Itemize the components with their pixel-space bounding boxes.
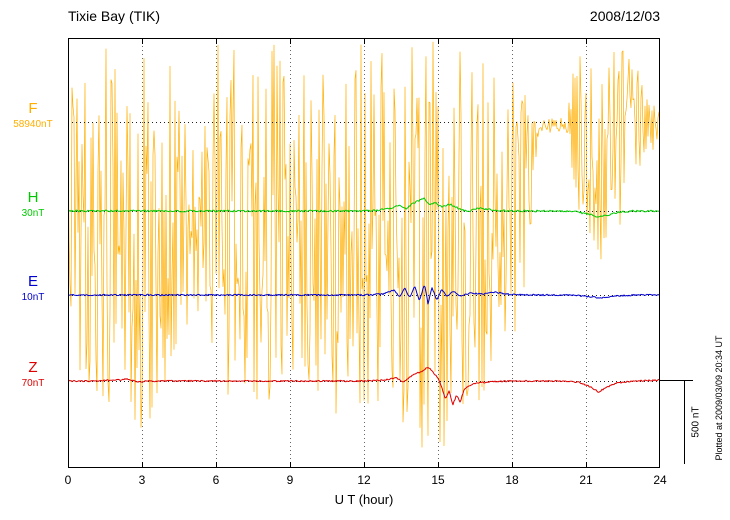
series-label-e: E 10nT xyxy=(2,274,64,303)
series-name-f: F xyxy=(28,100,38,117)
series-baseline-f: 58940nT xyxy=(13,119,53,130)
trace-Z xyxy=(68,367,660,406)
x-tick-label: 9 xyxy=(286,473,294,487)
series-name-h: H xyxy=(27,189,39,206)
plotted-at-note: Plotted at 2009/03/09 20:34 UT xyxy=(714,335,724,461)
series-baseline-z: 70nT xyxy=(21,378,45,389)
series-label-h: H 30nT xyxy=(2,190,64,219)
series-label-z: Z 70nT xyxy=(2,360,64,389)
scale-bar xyxy=(684,380,685,464)
series-baseline-h: 30nT xyxy=(21,208,45,219)
x-tick-label: 0 xyxy=(64,473,72,487)
plot-frame xyxy=(68,38,660,468)
x-tick-label: 6 xyxy=(212,473,220,487)
station-title: Tixie Bay (TIK) xyxy=(68,8,161,24)
series-baseline-e: 10nT xyxy=(21,292,45,303)
x-tick-label: 21 xyxy=(579,473,593,487)
series-label-f: F 58940nT xyxy=(2,101,64,130)
x-tick-label: 15 xyxy=(431,473,445,487)
trace-F xyxy=(68,41,660,448)
scale-bar-label: 500 nT xyxy=(690,406,702,438)
x-axis-label: U T (hour) xyxy=(334,492,394,507)
x-tick-label: 18 xyxy=(505,473,519,487)
series-name-e: E xyxy=(27,273,38,290)
plot-date: 2008/12/03 xyxy=(589,8,660,24)
scale-bar-connector xyxy=(660,380,693,381)
plot-border xyxy=(68,38,660,468)
trace-E xyxy=(68,285,660,305)
x-tick-label: 3 xyxy=(138,473,146,487)
x-tick-label: 24 xyxy=(653,473,667,487)
magnetogram-plot xyxy=(68,38,660,468)
x-tick-label: 12 xyxy=(357,473,371,487)
trace-H xyxy=(68,197,660,218)
series-name-z: Z xyxy=(28,359,38,376)
